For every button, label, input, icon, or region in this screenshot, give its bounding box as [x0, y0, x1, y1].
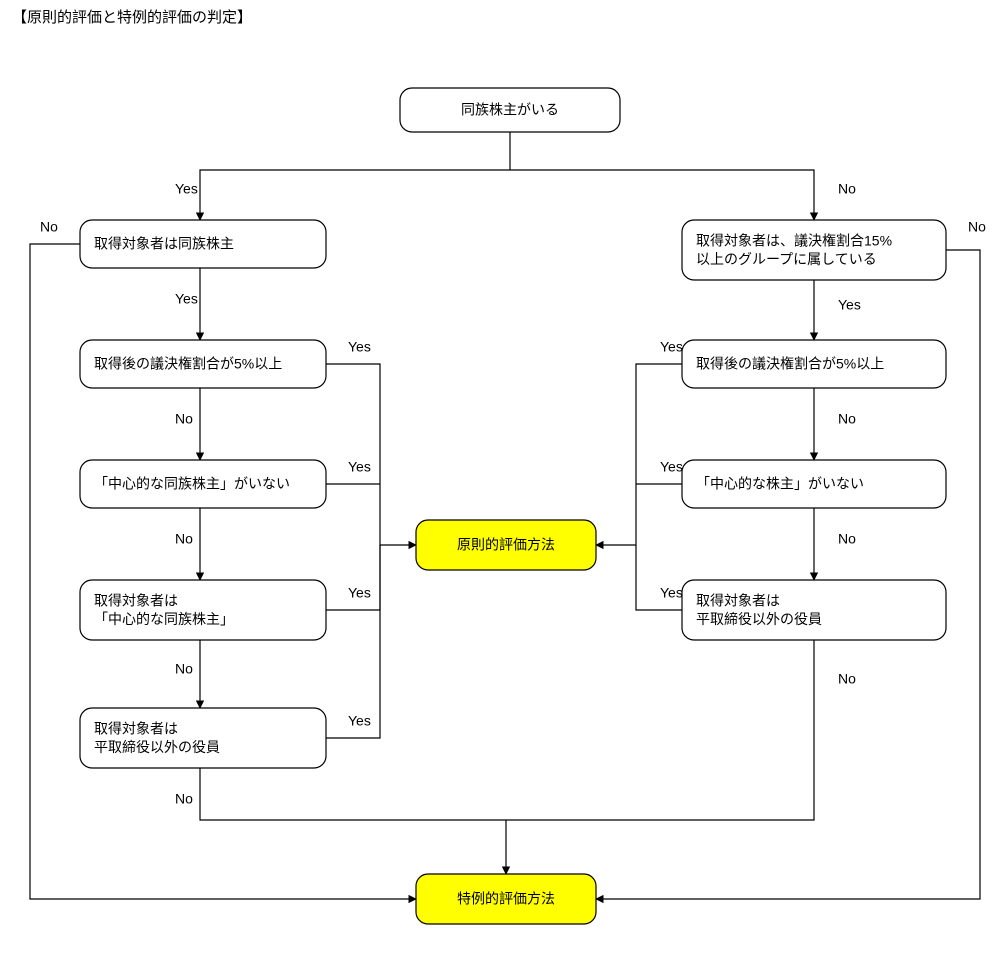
node-n_root: 同族株主がいる [400, 88, 620, 132]
edge-e_r2_c [636, 364, 682, 545]
node-label-n_r4-1: 平取締役以外の役員 [696, 611, 822, 627]
edge-label-e_l2_c: Yes [348, 339, 371, 355]
node-n_l5: 取得対象者は平取締役以外の役員 [80, 708, 326, 768]
edge-e_root_r [510, 170, 814, 220]
edge-e_l5_no [200, 768, 506, 874]
edge-label-e_root_l: Yes [175, 181, 198, 197]
edge-label-e_l2_l3: No [175, 411, 193, 427]
node-label-n_root-0: 同族株主がいる [461, 102, 559, 118]
node-n_l1: 取得対象者は同族株主 [80, 220, 326, 268]
edge-label-e_l1_l2: Yes [175, 291, 198, 307]
node-label-n_l1-0: 取得対象者は同族株主 [94, 236, 234, 252]
edge-label-e_root_r: No [838, 181, 856, 197]
edge-label-e_l5_no: No [175, 791, 193, 807]
node-label-n_r1-1: 以上のグループに属している [696, 251, 877, 267]
node-label-n_r2-0: 取得後の議決権割合が5%以上 [696, 356, 884, 372]
edge-label-e_l4_c: Yes [348, 585, 371, 601]
node-n_bottom: 特例的評価方法 [416, 874, 596, 924]
edge-label-e_r4_no: No [838, 671, 856, 687]
edge-label-e_r3_r4: No [838, 531, 856, 547]
node-label-n_r1-0: 取得対象者は、議決権割合15% [696, 232, 892, 248]
node-n_r2: 取得後の議決権割合が5%以上 [682, 340, 946, 388]
edge-label-e_l3_c: Yes [348, 459, 371, 475]
node-label-n_center-0: 原則的評価方法 [457, 537, 555, 553]
edge-label-e_l3_l4: No [175, 531, 193, 547]
node-label-n_bottom-0: 特例的評価方法 [457, 891, 555, 907]
node-label-n_l3-0: 「中心的な同族株主」がいない [94, 476, 290, 492]
edge-label-e_l4_l5: No [175, 661, 193, 677]
node-n_r1: 取得対象者は、議決権割合15% 以上のグループに属している [682, 220, 946, 280]
edge-e_l2_c [326, 364, 380, 545]
node-n_l4: 取得対象者は「中心的な同族株主」 [80, 580, 326, 640]
node-label-n_r4-0: 取得対象者は [696, 592, 780, 608]
node-label-n_r3-0: 「中心的な株主」がいない [696, 476, 864, 492]
edge-label-e_r1_r2: Yes [838, 297, 861, 313]
edge-label-e_r2_c: Yes [660, 339, 683, 355]
node-n_center: 原則的評価方法 [416, 520, 596, 570]
node-label-n_l5-1: 平取締役以外の役員 [94, 739, 220, 755]
node-label-n_l2-0: 取得後の議決権割合が5%以上 [94, 356, 282, 372]
edge-label-e_r3_c: Yes [660, 459, 683, 475]
edge-label-e_r2_r3: No [838, 411, 856, 427]
node-n_r3: 「中心的な株主」がいない [682, 460, 946, 508]
edge-label-e_r4_c: Yes [660, 585, 683, 601]
diagram-title: 【原則的評価と特例的評価の判定】 [12, 9, 252, 26]
node-n_l2: 取得後の議決権割合が5%以上 [80, 340, 326, 388]
edge-label-e_l1_no: No [40, 219, 58, 235]
edge-e_r4_no [506, 640, 814, 820]
node-label-n_l4-1: 「中心的な同族株主」 [94, 611, 234, 627]
edge-e_l5_c [326, 545, 380, 738]
node-n_r4: 取得対象者は平取締役以外の役員 [682, 580, 946, 640]
node-label-n_l5-0: 取得対象者は [94, 720, 178, 736]
edge-e_root_l [200, 170, 510, 220]
flowchart-canvas: 【原則的評価と特例的評価の判定】 Yes No Yes No No No Yes No No Yes… [0, 0, 1001, 969]
edge-label-e_r1_no: No [968, 219, 986, 235]
edge-label-e_l5_c: Yes [348, 713, 371, 729]
node-label-n_l4-0: 取得対象者は [94, 592, 178, 608]
node-n_l3: 「中心的な同族株主」がいない [80, 460, 326, 508]
